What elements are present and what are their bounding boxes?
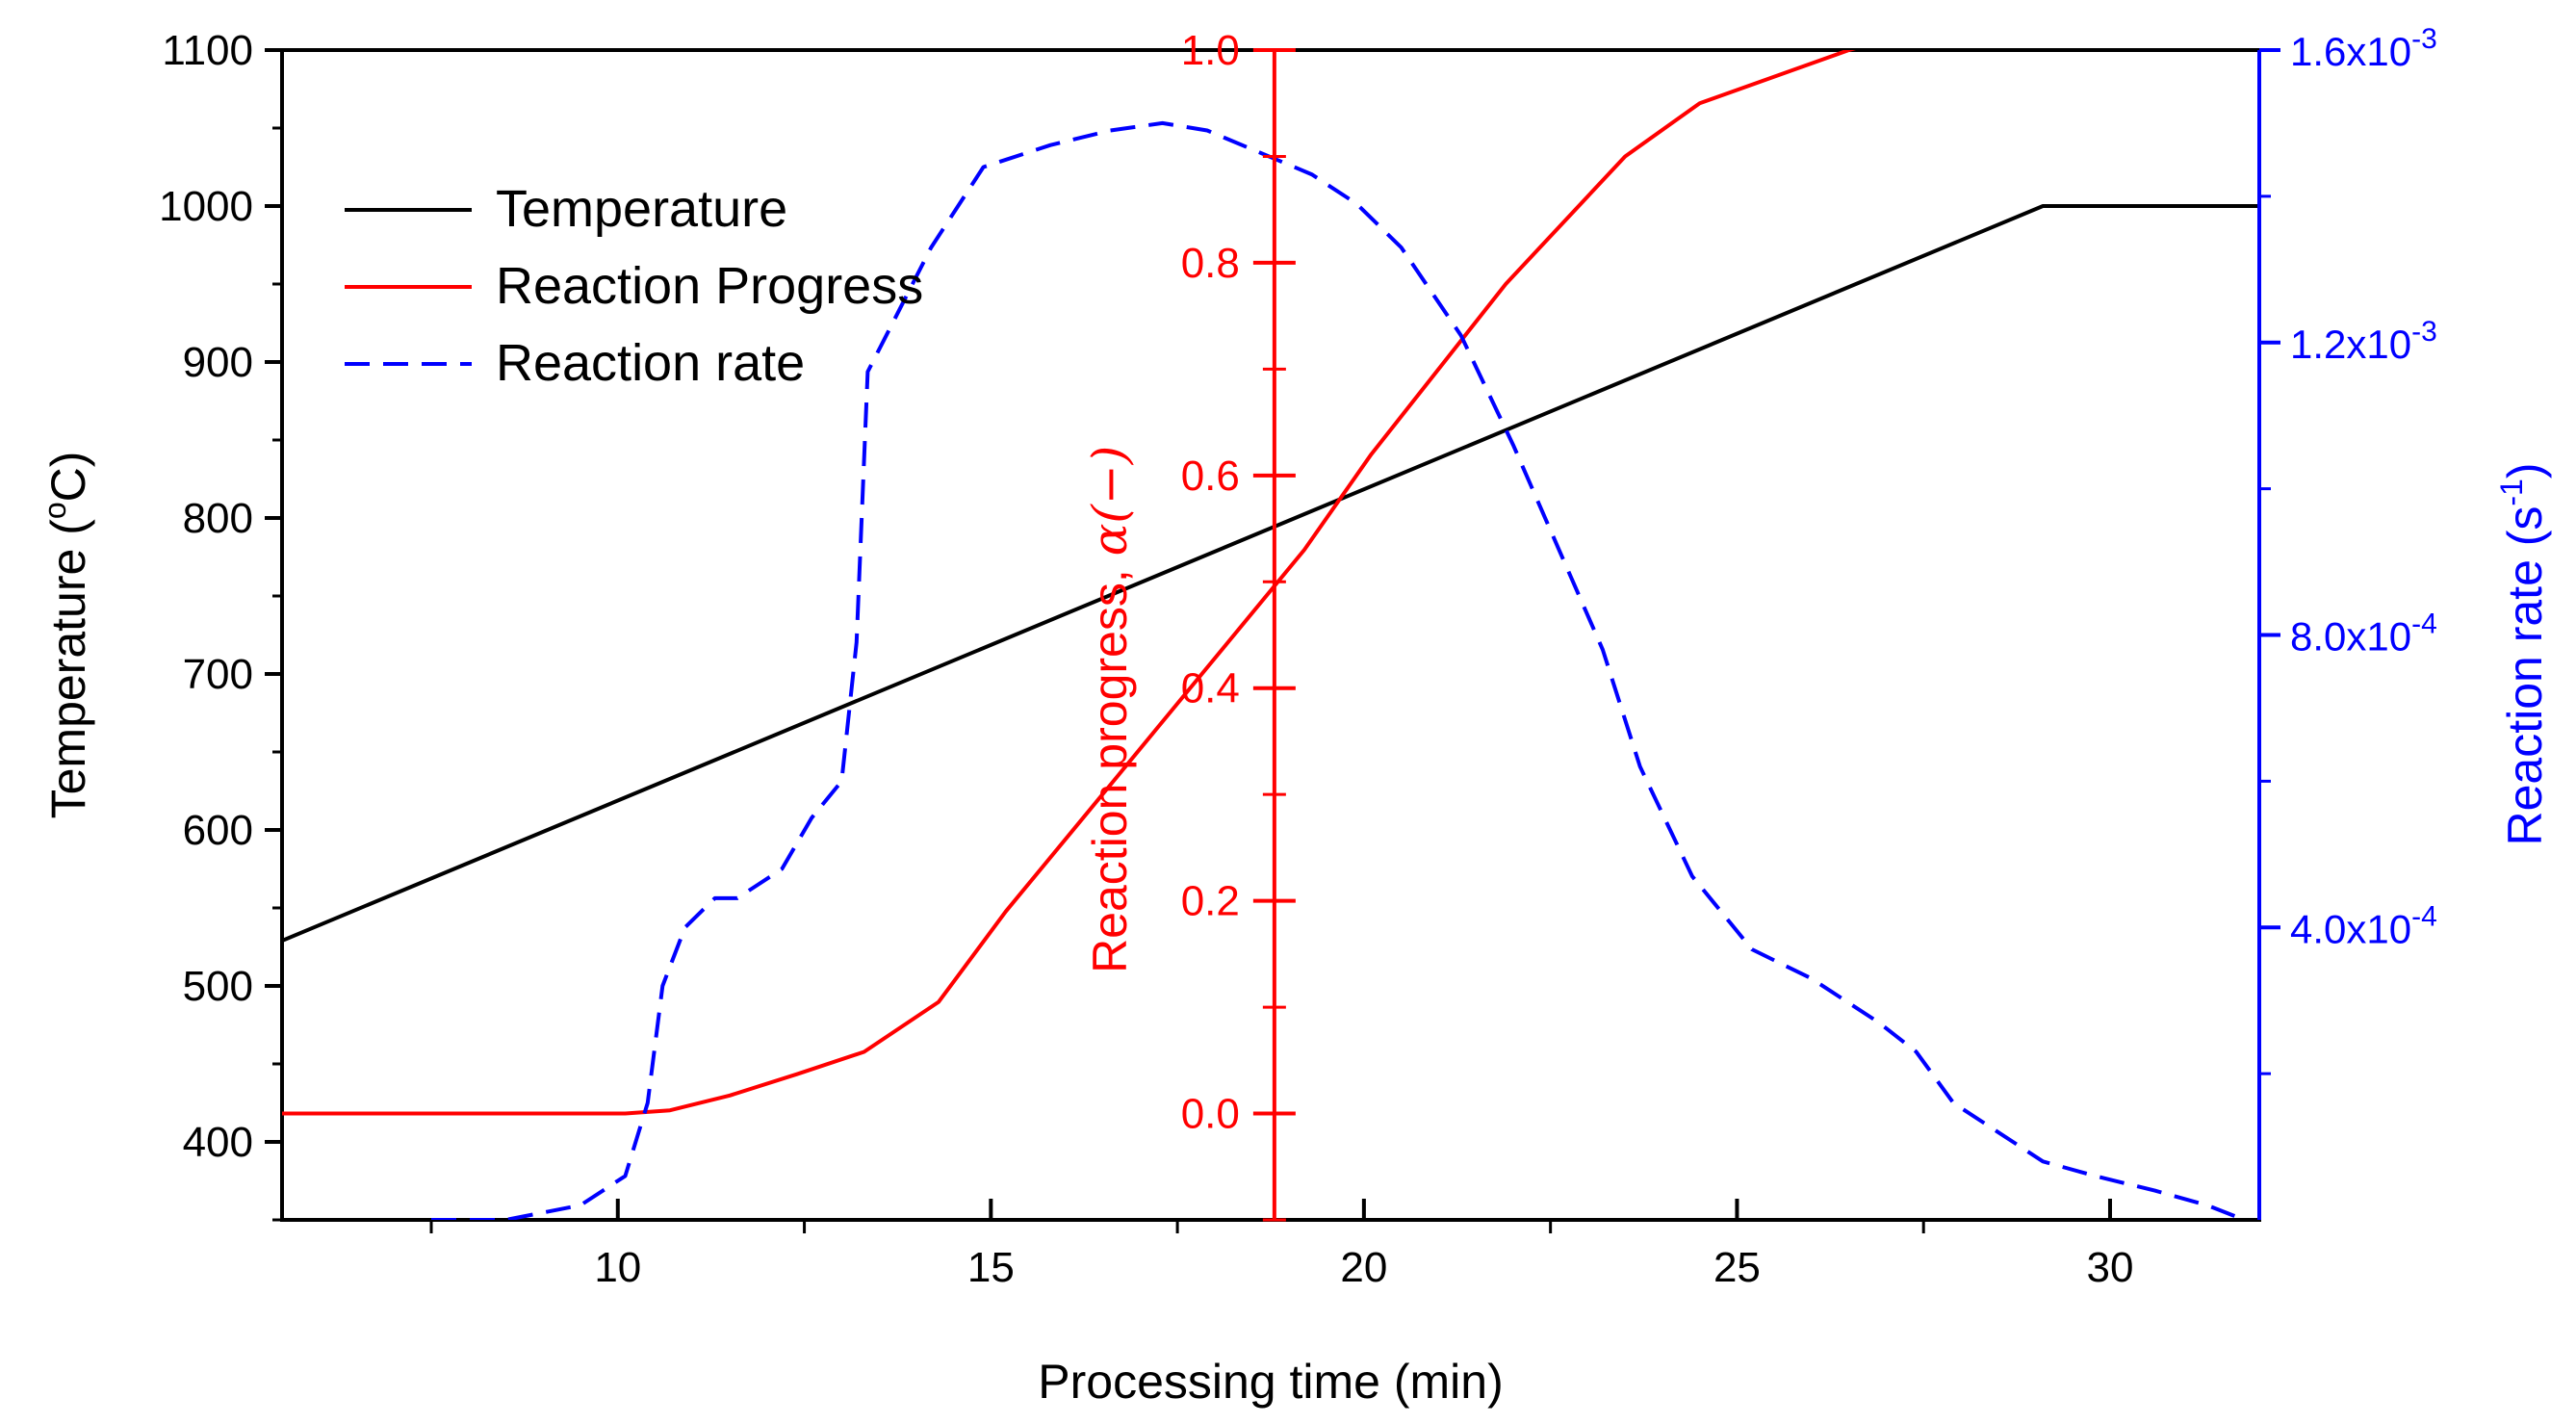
temperature-tick-label: 800 [183,495,253,542]
rate-tick-base: 4.0x10 [2290,906,2411,951]
x-tick-label: 30 [2087,1244,2134,1291]
rate-title-pre: Reaction rate (s [2498,506,2552,846]
temperature-title-sup: o [38,502,72,519]
series-line-temperature [282,204,2259,943]
legend-label: Reaction Progress [496,257,923,315]
rate-tick-base: 8.0x10 [2290,614,2411,660]
temperature-tick-label: 400 [183,1119,253,1166]
temperature-title-post: C) [41,452,95,503]
axis-labels: Processing time (min) Temperature (oC) Rea… [38,446,2552,1409]
progress-tick-label: 0.2 [1181,878,1240,925]
rate-tick-exponent: -3 [2411,316,2437,348]
legend-label: Temperature [496,180,787,238]
rate-tick-label: 8.0x10-4 [2290,608,2437,660]
series-line-reaction-rate [431,120,2246,1220]
rate-tick-exponent: -4 [2411,608,2437,640]
x-tick-label: 25 [1713,1244,1761,1291]
x-tick-label: 15 [967,1244,1015,1291]
temperature-tick-label: 600 [183,807,253,854]
temperature-axis-title: Temperature (oC) [38,452,95,819]
progress-tick-label: 0.6 [1181,453,1240,500]
legend: Temperature Reaction Progress Reaction rat… [345,180,923,392]
temperature-tick-label: 900 [183,339,253,386]
progress-title-pre: Reaction progress, [1083,556,1137,973]
temperature-tick-label: 1100 [162,27,253,74]
rate-tick-label: 4.0x10-4 [2290,900,2437,951]
x-axis-title: Processing time (min) [1038,1355,1503,1409]
progress-axis-title: Reaction progress, α(−) [1082,446,1138,973]
progress-tick-label: 1.0 [1181,27,1240,74]
rate-tick-label: 1.2x10-3 [2290,316,2437,367]
series-line-reaction-progress [282,50,1856,1116]
series-layer [282,50,2259,1220]
progress-tick-label: 0.4 [1181,665,1240,712]
temperature-tick-label: 500 [183,963,253,1010]
progress-title-symbol: α(−) [1082,446,1138,557]
rate-tick-exponent: -4 [2411,900,2437,932]
x-tick-label: 20 [1340,1244,1387,1291]
temperature-tick-label: 700 [183,651,253,698]
rate-title-post: ) [2498,462,2552,479]
progress-tick-label: 0.0 [1181,1091,1240,1138]
rate-title-sup: -1 [2494,479,2529,505]
progress-tick-label: 0.8 [1181,240,1240,287]
temperature-title-pre: Temperature ( [41,519,95,819]
rate-tick-label: 1.6x10-3 [2290,23,2437,74]
temperature-tick-label: 1000 [159,183,253,230]
rate-tick-exponent: -3 [2411,23,2437,55]
legend-label: Reaction rate [496,334,805,392]
axes-layer: 10 15 20 25 30 400 500 600 700 800 900 1000 1100 0.0 0… [159,23,2437,1291]
x-tick-label: 10 [594,1244,641,1291]
rate-tick-base: 1.2x10 [2290,322,2411,367]
rate-tick-base: 1.6x10 [2290,29,2411,74]
rate-axis-title: Reaction rate (s-1) [2494,462,2552,845]
